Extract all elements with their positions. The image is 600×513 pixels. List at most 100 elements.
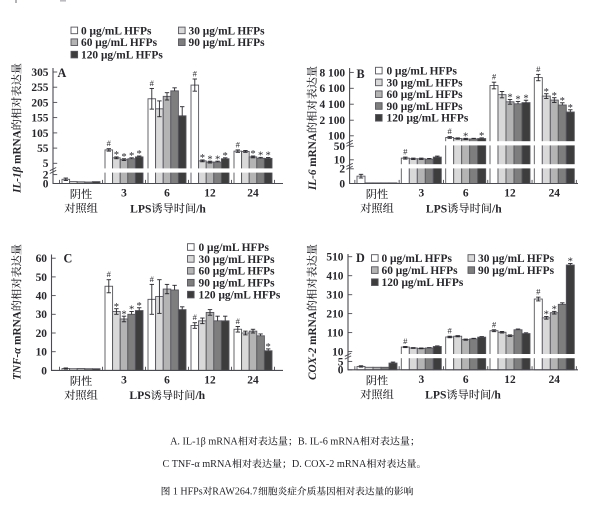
svg-text:g/mL HFPs: g/mL HFPs bbox=[408, 277, 464, 289]
svg-text:12: 12 bbox=[204, 375, 216, 387]
svg-text:510: 510 bbox=[326, 252, 343, 264]
svg-text:B. IL-6 mRNA: B. IL-6 mRNA bbox=[298, 437, 361, 448]
svg-text:6: 6 bbox=[463, 188, 469, 200]
svg-text:5: 5 bbox=[43, 158, 49, 170]
svg-text:#: # bbox=[150, 78, 155, 88]
svg-text:24: 24 bbox=[247, 375, 259, 387]
svg-text:g/mL HFPs: g/mL HFPs bbox=[397, 253, 453, 265]
svg-text:50: 50 bbox=[334, 141, 346, 153]
svg-text:90: 90 bbox=[478, 265, 492, 277]
svg-text:μ: μ bbox=[396, 265, 403, 277]
svg-text:*: * bbox=[258, 151, 263, 162]
svg-text:μ: μ bbox=[395, 65, 402, 77]
svg-text:24: 24 bbox=[549, 188, 561, 200]
svg-text:μ: μ bbox=[492, 253, 499, 265]
svg-text:205: 205 bbox=[31, 97, 48, 109]
svg-text:120: 120 bbox=[81, 49, 101, 61]
svg-text:305: 305 bbox=[31, 67, 48, 79]
svg-text:10: 10 bbox=[332, 346, 344, 358]
svg-text:g/mL HFPs: g/mL HFPs bbox=[402, 65, 458, 77]
svg-text:*: * bbox=[137, 301, 142, 312]
svg-text:g/mL HFPs: g/mL HFPs bbox=[413, 113, 469, 125]
svg-text:#: # bbox=[536, 64, 541, 74]
svg-text:120: 120 bbox=[387, 113, 407, 125]
svg-text:#: # bbox=[193, 69, 198, 79]
svg-text:*: * bbox=[560, 96, 565, 107]
svg-text:*: * bbox=[215, 154, 220, 165]
svg-text:*: * bbox=[523, 93, 528, 104]
svg-text:*: * bbox=[266, 342, 271, 353]
svg-text:#: # bbox=[536, 287, 541, 297]
svg-text:3: 3 bbox=[418, 188, 424, 200]
svg-text:#: # bbox=[403, 336, 408, 346]
svg-text:24: 24 bbox=[549, 374, 561, 386]
svg-text:*: * bbox=[200, 153, 205, 164]
svg-text:24: 24 bbox=[247, 188, 259, 200]
svg-text:0: 0 bbox=[81, 25, 90, 37]
svg-text:2 100: 2 100 bbox=[319, 115, 345, 127]
svg-text:TNF-α: TNF-α bbox=[12, 347, 24, 380]
svg-text:mRNA: mRNA bbox=[307, 311, 319, 347]
svg-text:*: * bbox=[552, 305, 557, 316]
svg-text:μ: μ bbox=[213, 266, 220, 278]
svg-text:4 100: 4 100 bbox=[319, 99, 345, 111]
svg-text:g/mL HFPs: g/mL HFPs bbox=[107, 49, 163, 61]
svg-text:μ: μ bbox=[207, 242, 214, 254]
svg-text:B: B bbox=[357, 67, 365, 81]
svg-text:μ: μ bbox=[213, 278, 220, 290]
svg-text:g/mL HFPs: g/mL HFPs bbox=[209, 37, 265, 49]
svg-text:μ: μ bbox=[218, 289, 225, 301]
svg-text:/h: /h bbox=[194, 389, 205, 402]
svg-text:20: 20 bbox=[36, 328, 48, 340]
svg-text:D: D bbox=[356, 251, 365, 265]
svg-text:g/mL HFPs: g/mL HFPs bbox=[407, 89, 463, 101]
svg-text:#: # bbox=[236, 316, 241, 326]
svg-text:8 100: 8 100 bbox=[319, 67, 345, 79]
svg-text:#: # bbox=[236, 139, 241, 149]
svg-text:255: 255 bbox=[31, 82, 48, 94]
svg-text:#: # bbox=[107, 269, 112, 279]
svg-text:#: # bbox=[193, 312, 198, 322]
svg-text:60: 60 bbox=[36, 253, 48, 265]
svg-text:μ: μ bbox=[213, 254, 220, 266]
svg-text:310: 310 bbox=[326, 290, 343, 302]
svg-text:*: * bbox=[515, 95, 520, 106]
svg-text:*: * bbox=[479, 131, 484, 142]
svg-text:*: * bbox=[137, 149, 142, 160]
svg-text:LPS: LPS bbox=[129, 389, 150, 402]
svg-text:120: 120 bbox=[382, 277, 402, 289]
svg-text:μ: μ bbox=[406, 113, 413, 125]
svg-text:g/mL HFPs: g/mL HFPs bbox=[96, 25, 152, 37]
svg-text:LPS: LPS bbox=[426, 202, 447, 215]
svg-text:mRNA: mRNA bbox=[12, 311, 24, 347]
svg-text:IL-6: IL-6 bbox=[307, 169, 319, 191]
svg-text:155: 155 bbox=[31, 112, 48, 124]
svg-text:*: * bbox=[129, 151, 134, 162]
svg-text:μ: μ bbox=[401, 89, 408, 101]
svg-text:*: * bbox=[266, 151, 271, 162]
svg-text:RAW264.7: RAW264.7 bbox=[212, 487, 257, 498]
svg-text:10: 10 bbox=[36, 347, 48, 359]
svg-text:*: * bbox=[129, 305, 134, 316]
svg-text:120: 120 bbox=[199, 289, 219, 301]
svg-text:30: 30 bbox=[387, 77, 401, 89]
svg-text:*: * bbox=[121, 152, 126, 163]
svg-text:0: 0 bbox=[338, 365, 344, 377]
svg-text:55: 55 bbox=[37, 143, 49, 155]
svg-text:g/mL HFPs: g/mL HFPs bbox=[407, 77, 463, 89]
svg-text:#: # bbox=[107, 138, 112, 148]
svg-text:12: 12 bbox=[504, 374, 516, 386]
svg-text:0: 0 bbox=[43, 178, 49, 190]
svg-text:60: 60 bbox=[382, 265, 396, 277]
svg-text:90: 90 bbox=[199, 278, 213, 290]
svg-text:g/mL HFPs: g/mL HFPs bbox=[407, 101, 463, 113]
svg-text:*: * bbox=[544, 310, 549, 321]
svg-text:105: 105 bbox=[31, 128, 48, 140]
svg-text:#: # bbox=[150, 274, 155, 284]
svg-text:#: # bbox=[492, 72, 497, 82]
svg-text:2: 2 bbox=[43, 169, 49, 181]
svg-text:μ: μ bbox=[390, 253, 397, 265]
svg-text:90: 90 bbox=[189, 37, 203, 49]
svg-text:30: 30 bbox=[189, 25, 203, 37]
svg-text:0: 0 bbox=[41, 365, 47, 377]
